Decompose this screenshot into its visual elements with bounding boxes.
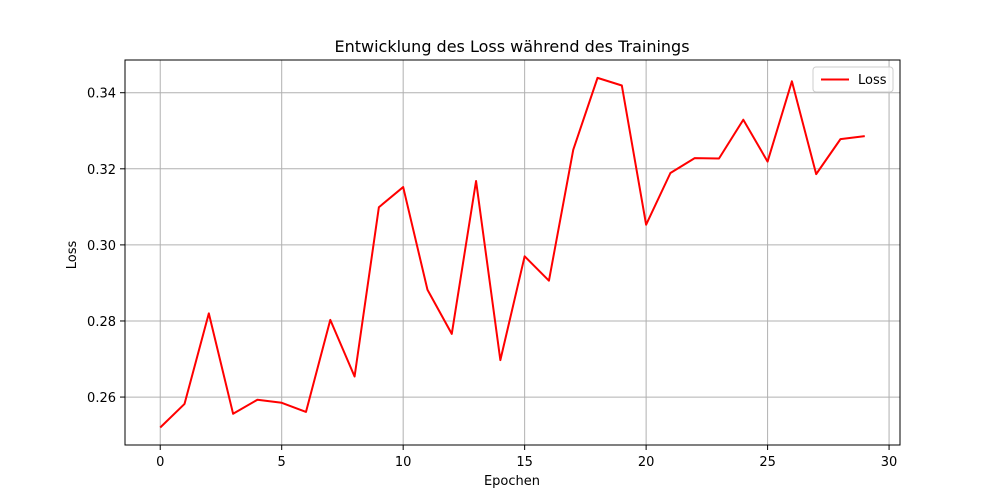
x-tick-label: 0 <box>156 455 164 470</box>
legend-label-loss: Loss <box>858 73 887 88</box>
series-line-loss <box>159 76 865 429</box>
x-axis-label: Epochen <box>484 474 540 489</box>
series-layer <box>159 76 865 429</box>
x-tick-label: 5 <box>278 455 286 470</box>
ticks: 0 5 10 15 20 25 30 0.26 0.28 0.30 0.32 0.34 <box>87 87 897 470</box>
grid <box>125 60 900 445</box>
legend-box <box>812 66 894 93</box>
y-tick-label: 0.28 <box>87 315 116 330</box>
x-tick-label: 20 <box>638 455 655 470</box>
x-tick-label: 25 <box>759 455 776 470</box>
y-tick-label: 0.30 <box>87 239 116 254</box>
x-tick-label: 15 <box>516 455 533 470</box>
x-tick-label: 30 <box>881 455 898 470</box>
y-tick-label: 0.26 <box>87 391 116 406</box>
y-tick-label: 0.34 <box>87 87 116 102</box>
y-tick-label: 0.32 <box>87 163 116 178</box>
y-axis-label: Loss <box>65 241 80 270</box>
chart-title: Entwicklung des Loss während des Trainin… <box>334 37 689 56</box>
legend: Loss <box>812 66 894 93</box>
axes-frame <box>124 59 901 446</box>
x-tick-label: 10 <box>395 455 412 470</box>
